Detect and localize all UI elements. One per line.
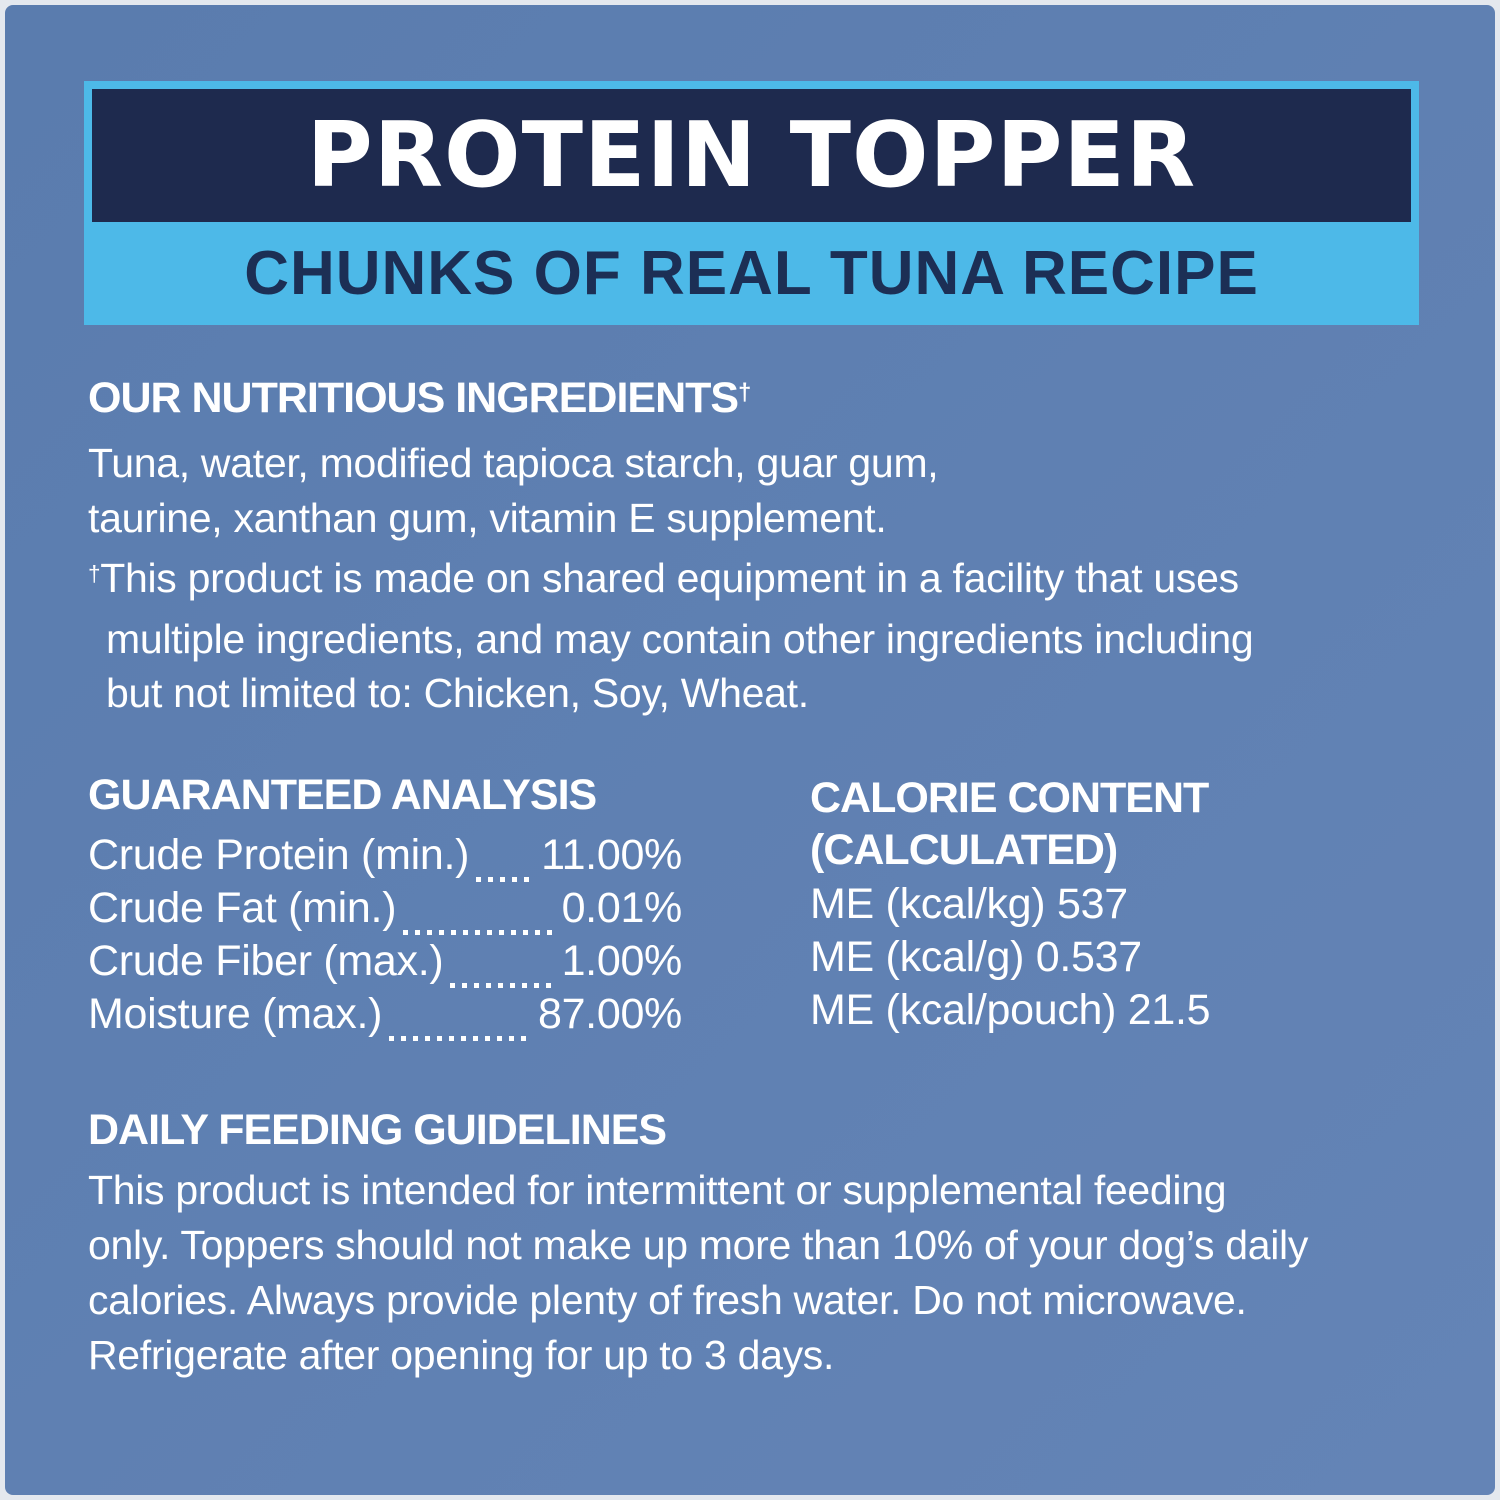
analysis-row: Crude Protein (min.) 11.00%: [88, 829, 682, 882]
calorie-table: ME (kcal/kg) 537 ME (kcal/g) 0.537 ME (k…: [810, 878, 1211, 1037]
analysis-table: Crude Protein (min.) 11.00% Crude Fat (m…: [88, 829, 682, 1041]
section-ingredients: OUR NUTRITIOUS INGREDIENTS† Tuna, water,…: [88, 375, 1254, 720]
section-feeding-guidelines: DAILY FEEDING GUIDELINES This product is…: [88, 1107, 1308, 1383]
analysis-value: 0.01%: [561, 884, 683, 932]
ingredients-heading: OUR NUTRITIOUS INGREDIENTS†: [88, 375, 1253, 428]
calorie-heading-line: (CALCULATED): [810, 826, 1118, 874]
calorie-row: ME (kcal/kg) 537: [810, 880, 1128, 928]
product-title: PROTEIN TOPPER: [306, 103, 1197, 208]
paragraph-line: calories. Always provide plenty of fresh…: [88, 1277, 1247, 1323]
ingredients-line: taurine, xanthan gum, vitamin E suppleme…: [88, 495, 887, 541]
dotted-leader: [403, 923, 555, 935]
dotted-leader: [450, 976, 555, 988]
title-banner: PROTEIN TOPPER: [92, 89, 1411, 222]
label-panel: PROTEIN TOPPER CHUNKS OF REAL TUNA RECIP…: [5, 5, 1495, 1495]
paragraph-line: Refrigerate after opening for up to 3 da…: [88, 1332, 835, 1378]
footnote-line: but not limited to: Chicken, Soy, Wheat.: [106, 670, 809, 716]
footnote-line-text: This product is made on shared equipment…: [100, 555, 1239, 601]
analysis-label: Crude Fiber (max.): [88, 937, 444, 985]
dagger-symbol: †: [738, 380, 751, 407]
paragraph-line: only. Toppers should not make up more th…: [88, 1222, 1309, 1268]
analysis-value: 1.00%: [561, 937, 683, 985]
analysis-row: Crude Fat (min.) 0.01%: [88, 882, 682, 935]
analysis-row: Crude Fiber (max.) 1.00%: [88, 935, 682, 988]
analysis-label: Crude Protein (min.): [88, 831, 470, 879]
guaranteed-analysis-heading: GUARANTEED ANALYSIS: [88, 771, 597, 819]
feeding-guidelines-heading: DAILY FEEDING GUIDELINES: [88, 1106, 667, 1154]
analysis-value: 87.00%: [537, 990, 682, 1038]
dotted-leader: [476, 870, 535, 882]
calorie-row: ME (kcal/pouch) 21.5: [810, 986, 1211, 1034]
section-guaranteed-analysis: GUARANTEED ANALYSIS Crude Protein (min.)…: [88, 772, 682, 1041]
calorie-row: ME (kcal/g) 0.537: [810, 933, 1142, 981]
subtitle-row: CHUNKS OF REAL TUNA RECIPE: [84, 222, 1419, 325]
header-band: PROTEIN TOPPER CHUNKS OF REAL TUNA RECIP…: [84, 81, 1419, 325]
dagger-symbol: †: [88, 560, 101, 586]
footnote-line: †This product is made on shared equipmen…: [88, 551, 1253, 612]
ingredients-line: Tuna, water, modified tapioca starch, gu…: [88, 440, 939, 486]
paragraph-line: This product is intended for intermitten…: [88, 1167, 1227, 1213]
feeding-guidelines-paragraph: This product is intended for intermitten…: [88, 1163, 1308, 1383]
calorie-heading-line: CALORIE CONTENT: [810, 774, 1209, 822]
ingredients-list: Tuna, water, modified tapioca starch, gu…: [88, 436, 1253, 546]
ingredients-heading-text: OUR NUTRITIOUS INGREDIENTS: [88, 374, 739, 422]
section-calorie-content: CALORIE CONTENT (CALCULATED) ME (kcal/kg…: [810, 772, 1211, 1037]
analysis-label: Moisture (max.): [88, 990, 383, 1038]
analysis-label: Crude Fat (min.): [88, 884, 397, 932]
analysis-value: 11.00%: [541, 831, 682, 879]
calorie-content-heading: CALORIE CONTENT (CALCULATED): [810, 772, 1210, 876]
analysis-row: Moisture (max.) 87.00%: [88, 988, 682, 1041]
product-subtitle: CHUNKS OF REAL TUNA RECIPE: [244, 239, 1259, 308]
dotted-leader: [389, 1029, 531, 1041]
footnote-line: multiple ingredients, and may contain ot…: [106, 616, 1254, 662]
ingredients-footnote: †This product is made on shared equipmen…: [88, 551, 1254, 720]
